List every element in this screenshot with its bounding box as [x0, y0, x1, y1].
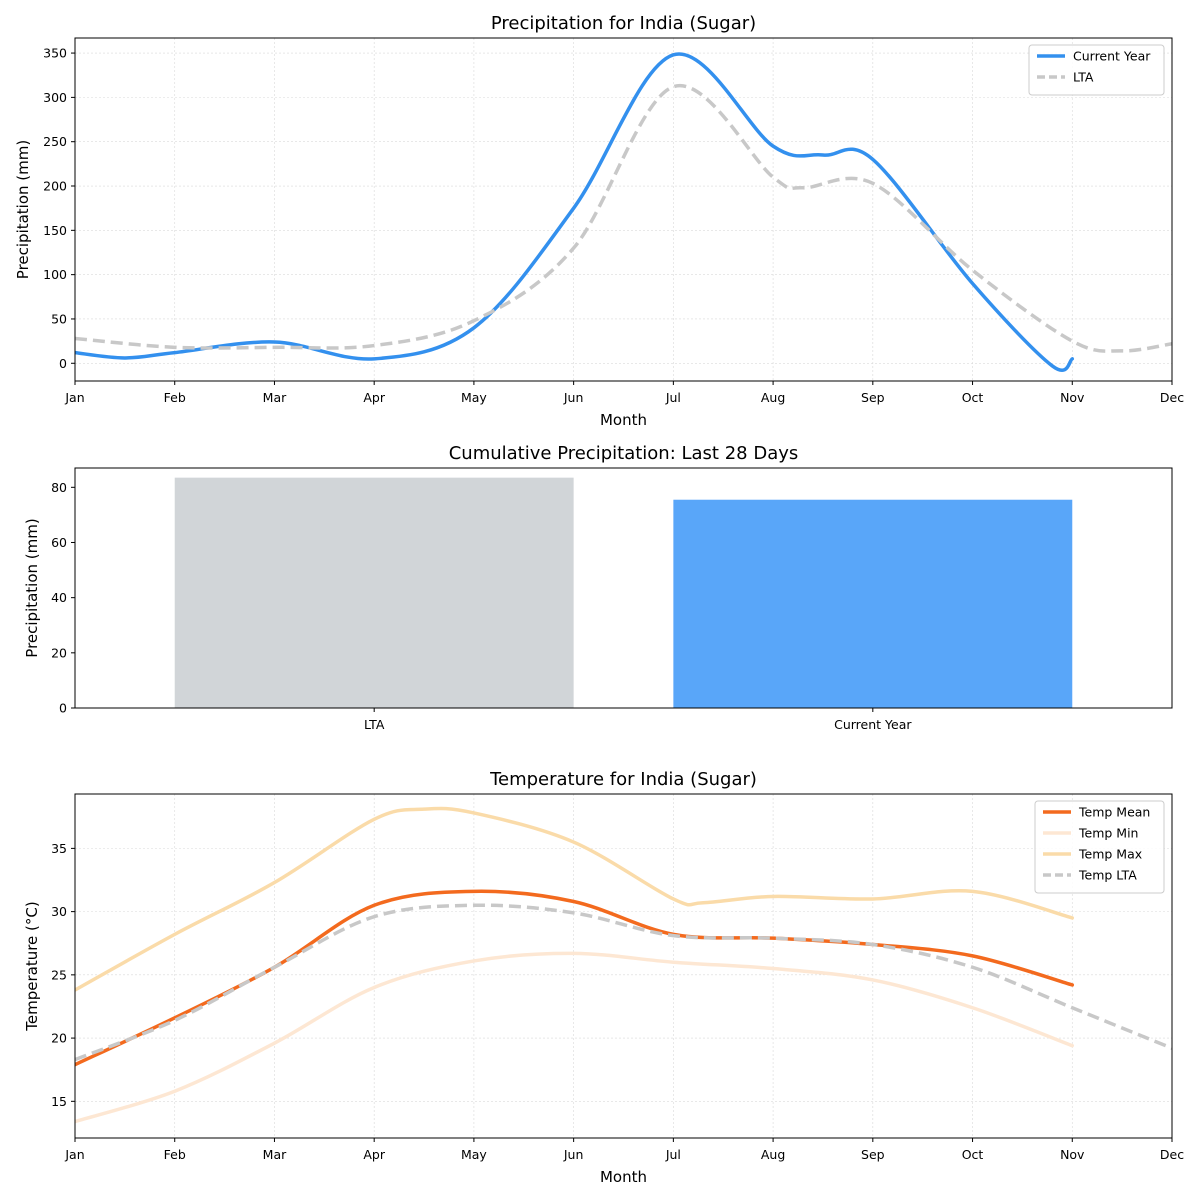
y-axis-label: Precipitation (mm) [14, 140, 32, 279]
x-tick-label: Nov [1060, 1147, 1085, 1162]
legend: Current Year LTA [1028, 44, 1165, 96]
series-line-temp-min [75, 951, 1075, 1124]
x-tick-label: Apr [363, 390, 385, 405]
legend: Temp Mean Temp Min Temp Max Temp LTA [1034, 800, 1165, 894]
plot-frame [74, 793, 1173, 1139]
x-tick-label: Aug [761, 390, 785, 405]
y-tick-label: 15 [51, 1094, 67, 1109]
y-tick-label: 0 [59, 356, 67, 371]
line-chart-3: Jan Feb Mar Apr May Jun Jul Aug Sep Oct Nov Dec 15 20… [23, 769, 1184, 1186]
x-tick-label: Oct [962, 1147, 984, 1162]
y-tick-label: 25 [51, 967, 67, 982]
y-tick-label: 80 [51, 480, 67, 495]
plot-frame [74, 37, 1173, 382]
x-tick-label: Sep [861, 390, 885, 405]
series-line-temp-lta [75, 903, 1172, 1062]
y-tick-label: 0 [59, 701, 67, 716]
bar-lta [174, 477, 574, 708]
x-tick-label: Dec [1160, 390, 1184, 405]
legend-label: Temp Mean [1078, 805, 1150, 820]
x-tick-label: Jul [665, 390, 681, 405]
x-tick-label: Jun [563, 390, 584, 405]
bar-current-year [673, 499, 1073, 708]
x-tick-label: Current Year [834, 717, 912, 732]
legend-label: Temp LTA [1078, 868, 1137, 883]
x-tick-label: Mar [263, 390, 287, 405]
y-tick-label: 50 [51, 311, 67, 326]
y-tick-label: 150 [43, 223, 67, 238]
plot-frame [74, 467, 1173, 709]
line-chart-1: Jan Feb Mar Apr May Jun Jul Aug Sep Oct Nov Dec 0 50 1… [14, 13, 1184, 429]
y-tick-label: 40 [51, 590, 67, 605]
y-tick-label: 35 [51, 841, 67, 856]
y-tick-label: 20 [51, 645, 67, 660]
x-tick-label: Feb [164, 1147, 186, 1162]
y-tick-label: 300 [43, 90, 67, 105]
bar-chart: LTA Current Year 0 20 40 60 80 Cumulative Preci… [23, 443, 1173, 732]
legend-label: Current Year [1073, 49, 1151, 64]
x-tick-label: Feb [164, 390, 186, 405]
y-tick-label: 100 [43, 267, 67, 282]
chart-title: Precipitation for India (Sugar) [491, 13, 756, 34]
x-tick-label: Sep [861, 1147, 885, 1162]
x-tick-label: May [461, 1147, 487, 1162]
x-axis-label: Month [600, 1168, 647, 1186]
legend-box [1034, 800, 1165, 894]
x-tick-label: Aug [761, 1147, 785, 1162]
series-line-temp-max [75, 806, 1075, 992]
x-tick-label: Mar [263, 1147, 287, 1162]
x-tick-label: Jan [64, 1147, 84, 1162]
series-line-lta [75, 83, 1172, 353]
y-tick-label: 30 [51, 904, 67, 919]
x-tick-label: Jan [64, 390, 84, 405]
legend-label: Temp Max [1078, 847, 1142, 862]
y-tick-label: 20 [51, 1031, 67, 1046]
chart-title: Cumulative Precipitation: Last 28 Days [449, 443, 799, 464]
series-line-current-year [75, 52, 1075, 372]
legend-label: LTA [1073, 70, 1094, 85]
y-axis-label: Precipitation (mm) [23, 518, 41, 657]
x-tick-label: Jul [665, 1147, 681, 1162]
x-tick-label: Nov [1060, 390, 1085, 405]
x-axis-label: Month [600, 411, 647, 429]
x-tick-label: Jun [563, 1147, 584, 1162]
y-axis-label: Temperature (°C) [23, 901, 41, 1031]
y-tick-label: 350 [43, 46, 67, 61]
chart-title: Temperature for India (Sugar) [489, 769, 757, 790]
y-tick-label: 250 [43, 134, 67, 149]
x-tick-label: May [461, 390, 487, 405]
x-tick-label: Oct [962, 390, 984, 405]
x-tick-label: Apr [363, 1147, 385, 1162]
x-tick-label: Dec [1160, 1147, 1184, 1162]
y-tick-label: 200 [43, 179, 67, 194]
legend-label: Temp Min [1078, 826, 1138, 841]
x-tick-label: LTA [364, 717, 385, 732]
y-tick-label: 60 [51, 535, 67, 550]
